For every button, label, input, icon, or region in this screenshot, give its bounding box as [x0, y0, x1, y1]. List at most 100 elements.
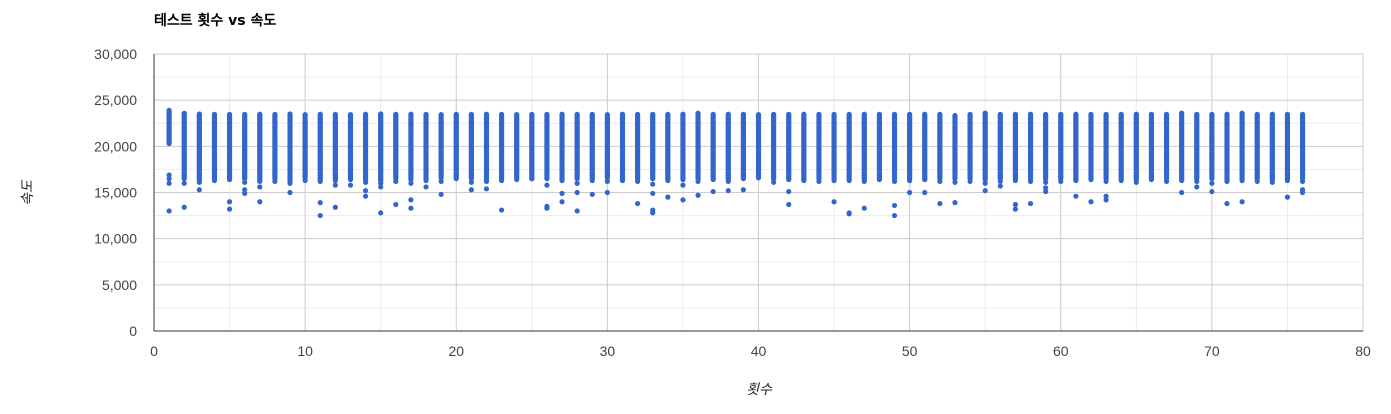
data-point — [393, 201, 399, 208]
data-point — [332, 177, 338, 184]
data-point — [695, 178, 701, 185]
data-point — [650, 190, 656, 197]
data-points — [166, 107, 1306, 219]
data-point — [196, 187, 202, 193]
data-point — [1194, 111, 1200, 117]
data-point — [967, 178, 973, 185]
data-point — [498, 177, 505, 184]
data-point — [1148, 176, 1155, 183]
data-point — [226, 111, 233, 117]
data-point — [619, 177, 626, 184]
data-point — [438, 191, 444, 197]
data-point — [483, 186, 490, 192]
data-point — [997, 111, 1003, 117]
data-point — [1269, 179, 1275, 185]
data-point — [1148, 111, 1155, 117]
data-point — [347, 111, 354, 118]
data-point — [816, 178, 822, 185]
data-point — [393, 111, 399, 117]
data-point — [997, 183, 1003, 189]
data-point — [574, 208, 580, 214]
data-point — [498, 207, 505, 213]
x-tick-label: 0 — [150, 343, 158, 359]
data-point — [846, 111, 852, 117]
data-point — [922, 176, 928, 183]
data-point — [1269, 111, 1275, 117]
data-point — [332, 111, 338, 117]
data-point — [1133, 111, 1139, 117]
data-point — [242, 111, 248, 117]
data-point — [1209, 180, 1215, 186]
data-point — [332, 182, 338, 188]
data-point — [861, 111, 867, 117]
data-point — [257, 199, 263, 205]
x-tick-label: 80 — [1355, 343, 1371, 359]
data-point — [937, 200, 943, 207]
data-point — [257, 178, 263, 185]
data-point — [181, 180, 187, 186]
data-point — [423, 177, 429, 184]
data-point — [831, 199, 837, 205]
data-point — [226, 176, 233, 183]
data-point — [408, 197, 414, 203]
data-point — [1027, 200, 1034, 207]
data-point — [695, 192, 701, 198]
data-point — [1179, 110, 1185, 116]
data-point — [1012, 111, 1019, 117]
data-point — [559, 111, 565, 117]
data-point — [997, 178, 1003, 185]
data-point — [1012, 177, 1019, 184]
data-point — [1254, 111, 1260, 117]
data-point — [982, 188, 988, 194]
data-point — [1224, 200, 1230, 207]
data-point — [393, 178, 399, 185]
y-tick-label: 0 — [129, 323, 137, 339]
data-point — [408, 111, 414, 117]
data-point — [1133, 179, 1139, 185]
data-point — [1254, 178, 1260, 185]
data-point — [861, 178, 867, 185]
data-point — [695, 110, 701, 116]
data-point — [952, 179, 958, 185]
data-point — [937, 178, 943, 185]
data-point — [302, 177, 308, 184]
data-point — [952, 200, 958, 206]
data-point — [1043, 179, 1049, 185]
data-point — [604, 189, 610, 196]
data-point — [922, 111, 928, 117]
data-point — [272, 111, 278, 117]
data-point — [559, 199, 565, 205]
data-point — [317, 200, 323, 206]
data-point — [861, 205, 867, 211]
data-point — [725, 188, 731, 194]
data-point — [559, 177, 565, 184]
data-point — [1239, 110, 1245, 116]
data-point — [408, 205, 414, 211]
data-point — [846, 177, 852, 184]
data-point — [378, 111, 384, 117]
data-point — [891, 178, 898, 185]
tick-labels: 0 10 20 30 40 50 60 70 8005,00010,00015,00020,00… — [94, 46, 1371, 359]
data-point — [876, 176, 883, 183]
data-point — [786, 111, 792, 117]
x-tick-label: 20 — [448, 343, 464, 359]
data-point — [1163, 178, 1170, 185]
data-point — [483, 178, 490, 185]
data-point — [287, 189, 293, 196]
data-point — [1058, 111, 1064, 117]
data-point — [1284, 177, 1291, 184]
data-point — [1012, 201, 1019, 208]
data-point — [725, 178, 731, 185]
data-point — [771, 111, 777, 117]
data-point — [1224, 111, 1230, 117]
data-point — [846, 211, 852, 217]
data-point — [1103, 193, 1109, 199]
y-tick-label: 10,000 — [94, 231, 137, 247]
data-point — [242, 187, 248, 193]
data-point — [755, 111, 762, 118]
data-point — [468, 187, 474, 193]
data-point — [635, 178, 641, 185]
data-point — [876, 111, 883, 117]
data-point — [181, 204, 187, 210]
data-point — [211, 177, 218, 184]
